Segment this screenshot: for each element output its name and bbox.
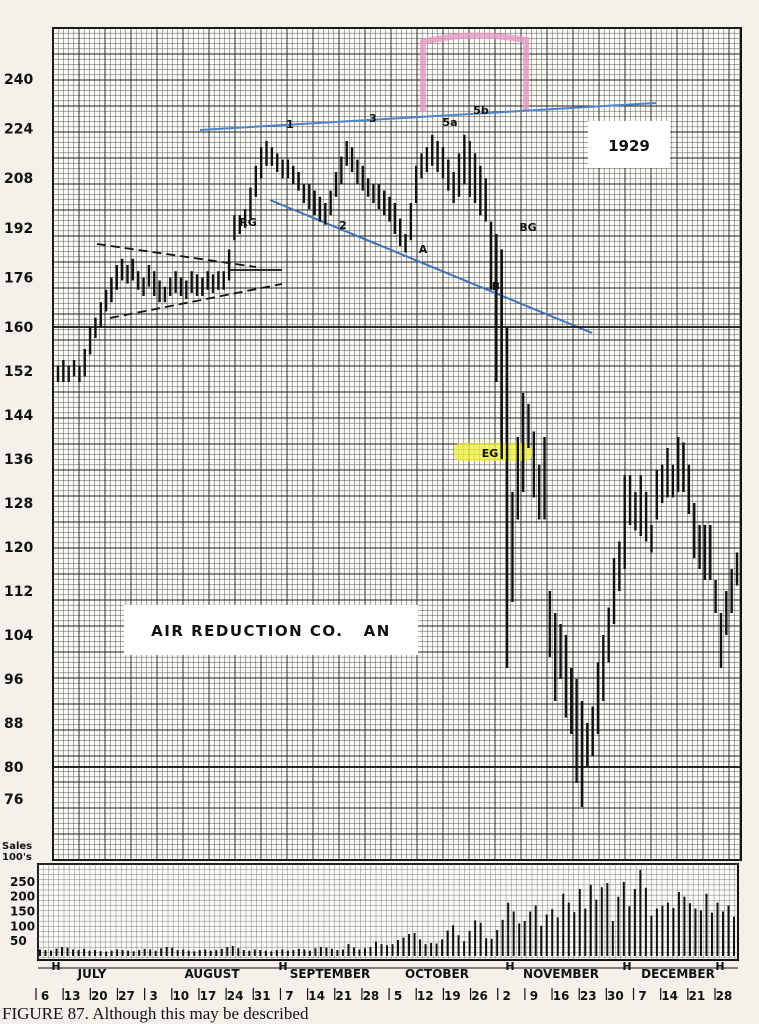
annotation-label: B — [492, 280, 500, 293]
descending-trendline — [269, 199, 593, 334]
month-label: NOVEMBER — [523, 967, 599, 981]
week-label: 27 — [118, 989, 135, 1003]
month-label: SEPTEMBER — [290, 967, 371, 981]
volume-tick-label: 250 — [10, 875, 35, 889]
week-labels: 6 13 20 27 3 10 17 24 31 7 14 21 28 5 12 19 26 2 9 16 23 30 7 1… — [35, 967, 738, 1003]
price-tick-label: 80 — [4, 760, 24, 776]
annotation-label: BG — [519, 221, 536, 234]
annotation-label: 5b — [473, 104, 489, 117]
title-box — [124, 605, 418, 655]
volume-tick-label: 100 — [10, 919, 35, 933]
holiday-mark: H — [622, 960, 631, 973]
eg-highlight — [454, 443, 532, 461]
upper-trendline — [199, 102, 657, 131]
week-label: 30 — [607, 989, 624, 1003]
year-label: 1929 — [608, 137, 650, 155]
price-tick-label: 224 — [4, 122, 33, 138]
trendlines — [53, 102, 741, 768]
week-label: 14 — [661, 989, 678, 1003]
week-label: 7 — [638, 989, 646, 1003]
week-label: 17 — [200, 989, 217, 1003]
annotation-label: A — [419, 243, 428, 256]
week-label: 23 — [580, 989, 597, 1003]
year-box — [588, 121, 670, 168]
holiday-mark: H — [715, 960, 724, 973]
volume-tick-label: 50 — [10, 934, 27, 948]
volume-axis-label: Sales 100's — [2, 841, 32, 863]
week-label: 2 — [503, 989, 511, 1003]
annotation-label: 3 — [369, 112, 377, 125]
month-labels: JULY AUGUST SEPTEMBER OCTOBER NOVEMBER DECEMB… — [77, 967, 715, 981]
week-label: 21 — [688, 989, 705, 1003]
month-label: AUGUST — [184, 967, 240, 981]
week-label: 14 — [308, 989, 325, 1003]
triangle-lower-line — [109, 283, 283, 319]
week-label: 12 — [417, 989, 434, 1003]
week-label: 5 — [394, 989, 402, 1003]
price-tick-label: 176 — [4, 270, 33, 286]
price-tick-label: 208 — [4, 171, 33, 187]
volume-bars — [39, 870, 735, 956]
week-label: 28 — [716, 989, 733, 1003]
week-label: 10 — [172, 989, 189, 1003]
week-label: 31 — [254, 989, 271, 1003]
price-tick-label: 76 — [4, 792, 23, 808]
holiday-mark: H — [51, 960, 60, 973]
volume-tick-label: 150 — [10, 905, 35, 919]
price-bars — [56, 134, 739, 807]
annotation-label: 1 — [286, 118, 294, 131]
annotation-label: RG — [239, 216, 257, 229]
price-tick-label: 152 — [4, 364, 33, 380]
price-tick-label: 120 — [4, 540, 33, 556]
week-label: 24 — [227, 989, 244, 1003]
price-tick-label: 104 — [4, 628, 33, 644]
month-label: DECEMBER — [641, 967, 715, 981]
price-tick-label: 96 — [4, 672, 23, 688]
week-label: 19 — [444, 989, 461, 1003]
volume-tick-label: 200 — [10, 890, 35, 904]
holiday-mark: H — [505, 960, 514, 973]
pink-marker — [420, 32, 529, 112]
figure-caption: FIGURE 87. Although this may be describe… — [2, 1004, 309, 1023]
week-label: 26 — [471, 989, 488, 1003]
week-label: 20 — [91, 989, 108, 1003]
price-tick-label: 192 — [4, 221, 33, 237]
annotation-label: 2 — [339, 219, 347, 232]
week-label: 3 — [149, 989, 157, 1003]
week-label: 13 — [64, 989, 81, 1003]
volume-panel — [37, 863, 739, 961]
price-tick-label: 136 — [4, 452, 33, 468]
price-tick-label: 88 — [4, 716, 23, 732]
week-label: 6 — [41, 989, 49, 1003]
price-tick-label: 160 — [4, 320, 33, 336]
week-label: 9 — [530, 989, 538, 1003]
month-label: OCTOBER — [405, 967, 469, 981]
chart-title: AIR REDUCTION CO. AN — [151, 622, 391, 640]
price-tick-label: 128 — [4, 496, 33, 512]
price-tick-labels: 240 224 208 192 176 160 152 144 136 128 120 112 104 9… — [4, 72, 33, 808]
annotation-label: EG — [482, 447, 499, 460]
price-tick-label: 240 — [4, 72, 33, 88]
week-label: 16 — [553, 989, 570, 1003]
week-label: 7 — [285, 989, 293, 1003]
holiday-mark: H — [278, 960, 287, 973]
price-tick-label: 112 — [4, 584, 33, 600]
month-label: JULY — [77, 967, 107, 981]
week-label: 21 — [335, 989, 352, 1003]
week-label: 28 — [363, 989, 380, 1003]
annotation-label: 5a — [442, 116, 457, 129]
annotations: RG 1 2 3 A 5a 5b B BG EG — [239, 104, 536, 460]
price-tick-label: 144 — [4, 408, 33, 424]
